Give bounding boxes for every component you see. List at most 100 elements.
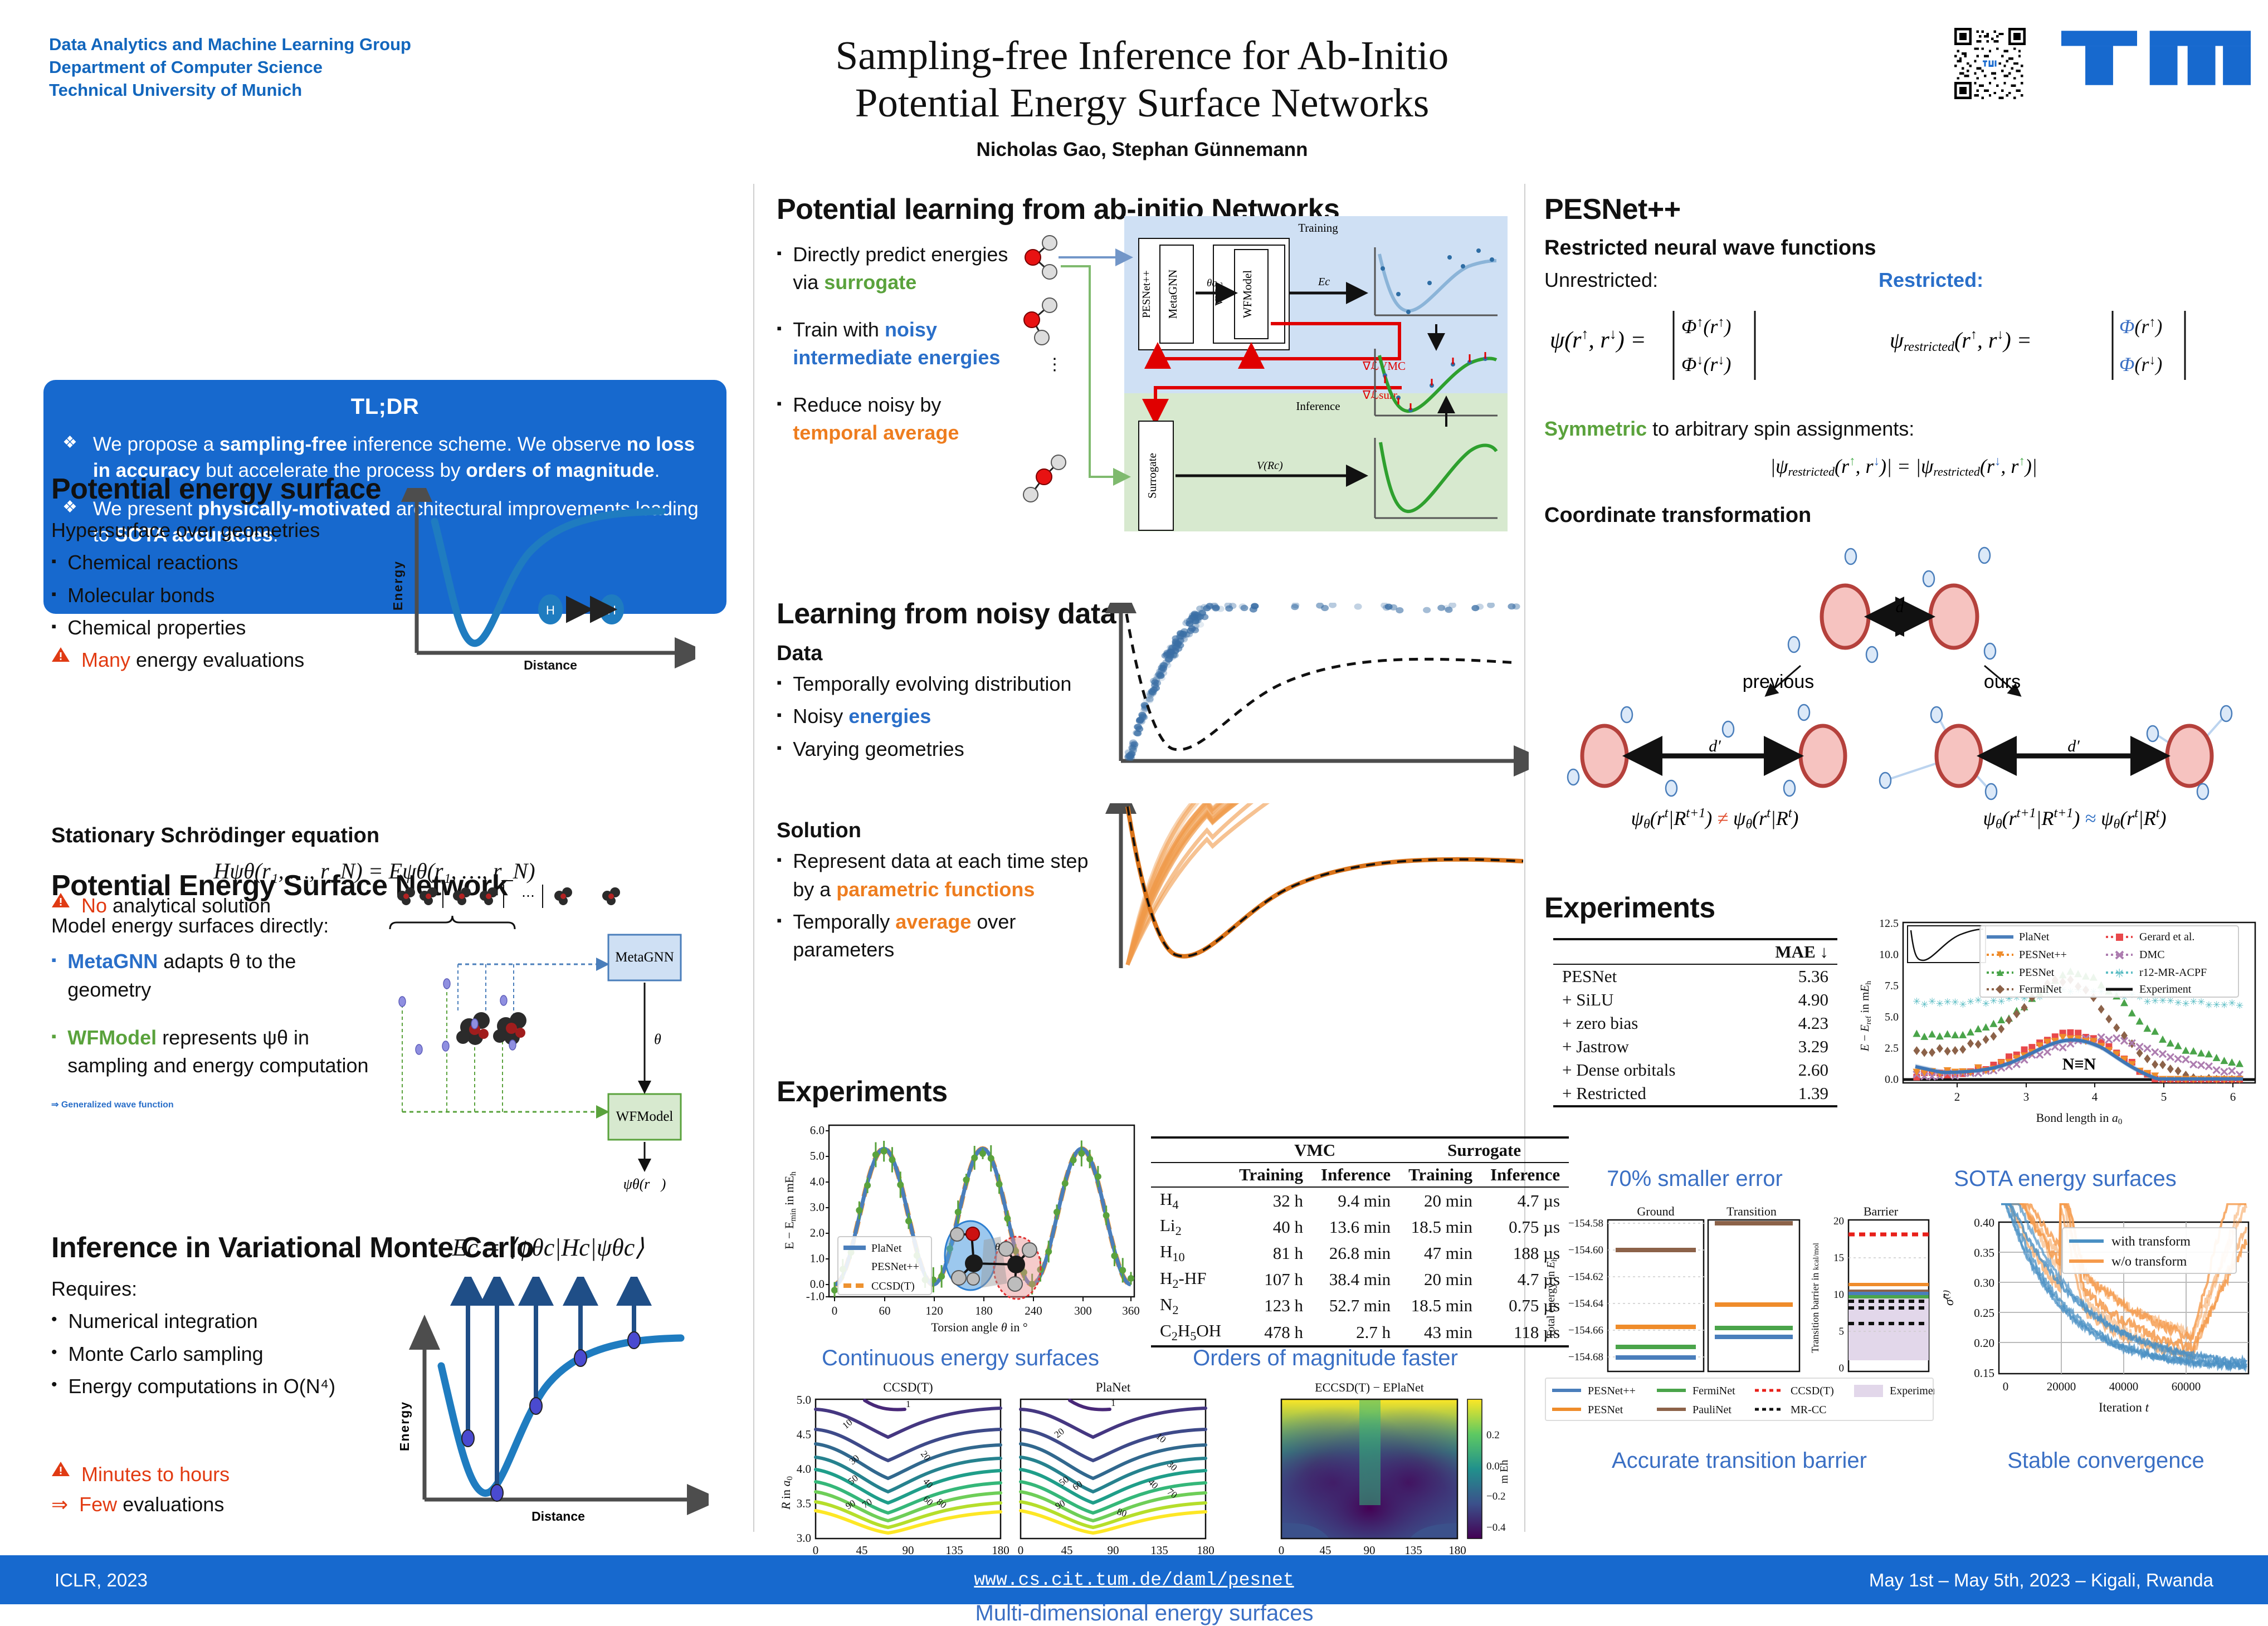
timing-sur-train: 47 min [1423, 1243, 1472, 1263]
affiliation-line-1: Data Analytics and Machine Learning Grou… [49, 35, 411, 54]
table-row: + SiLU 4.90 [1553, 988, 1837, 1012]
svg-text:-1.0: -1.0 [806, 1290, 825, 1303]
svg-text:0.2: 0.2 [1486, 1429, 1500, 1441]
timing-table: VMC Surrogate Training Inference Trainin… [1151, 1136, 1569, 1348]
svg-text:0.0: 0.0 [1486, 1461, 1500, 1472]
svg-text:✳: ✳ [2236, 1000, 2243, 1011]
molecule-inset: θ [944, 1220, 1042, 1300]
svg-text:90: 90 [903, 1544, 914, 1557]
svg-text:✳: ✳ [2189, 997, 2197, 1007]
svg-text:DMC: DMC [2139, 949, 2165, 961]
svg-text:✳: ✳ [1982, 999, 1990, 1009]
mae-model-name: PESNet [1553, 964, 1737, 988]
svg-text:0.15: 0.15 [1974, 1366, 1994, 1380]
svg-text:✳: ✳ [1989, 996, 1997, 1007]
footer-dates: May 1st – May 5th, 2023 – Kigali, Rwanda [1869, 1570, 2213, 1590]
page-title: Sampling-free Inference for Ab-Initio Po… [696, 32, 1588, 126]
svg-text:✳: ✳ [1920, 999, 1928, 1010]
symmetry-equation: |ψrestricted(r↑, r↓)| = |ψrestricted(r↓,… [1770, 454, 2037, 478]
contour-panel-diff: ECCSD(T) − EPlaNet 0.2 0.0 −0.2 −0.4 m Eh [1280, 1380, 1510, 1540]
svg-text:⋮: ⋮ [1046, 355, 1063, 374]
pes-warning-text: Many energy evaluations [81, 648, 305, 672]
svg-text:Φ(r↓): Φ(r↓) [2119, 353, 2162, 375]
pes-chart-xlabel: Distance [524, 658, 577, 672]
vmc-chart: Energy Distance [397, 1277, 709, 1524]
timing-vmc-inference: 52.7 min [1329, 1296, 1391, 1316]
atom-label: H [607, 603, 616, 617]
svg-text:✳: ✳ [2205, 1000, 2213, 1010]
svg-text:✳: ✳ [1974, 995, 1982, 1006]
pesnetwork-bullet-wfmodel: ▪ WFModel represents ψθ in sampling and … [51, 1026, 369, 1077]
solution-bullet-2: ▪ Temporally average over parameters [777, 910, 1016, 961]
mae-model-name: + zero bias [1562, 1013, 1638, 1033]
metagnn-label: MetaGNN [1166, 270, 1179, 319]
timing-sur-train: 20 min [1423, 1269, 1472, 1290]
svg-text:6.0: 6.0 [810, 1124, 825, 1137]
svg-text:15: 15 [1833, 1252, 1844, 1264]
wfmodel-label: WFModel [1241, 270, 1254, 318]
potlearn-bullet-2: ▪ Train with noisy intermediate energies [777, 318, 1001, 369]
n2-legend: PlaNet PESNet++ PESNet FermiNet Gerard e… [1979, 925, 2239, 998]
mae-header: MAE ↓ [1737, 938, 1837, 964]
section-title-pes: Potential energy surface [51, 473, 382, 505]
svg-text:PESNet++: PESNet++ [2019, 949, 2067, 961]
svg-text:−154.68: −154.68 [1568, 1351, 1603, 1363]
svg-text:d′: d′ [2067, 737, 2080, 755]
noisy-solution-heading: Solution [777, 819, 861, 843]
vmc-bullet: • Monte Carlo sampling [51, 1342, 264, 1365]
caption-orders: Orders of magnitude faster [1193, 1346, 1458, 1370]
pesnetwork-bullet-metagnn: ▪ MetaGNN adapts θ to the geometry [51, 950, 296, 1001]
svg-text:−154.66: −154.66 [1568, 1325, 1603, 1336]
svg-text:R in a0: R in a0 [779, 1476, 794, 1510]
svg-text:✳: ✳ [2143, 997, 2151, 1007]
svg-text:0.0: 0.0 [810, 1277, 825, 1291]
warning-triangle-icon [51, 892, 70, 920]
svg-text:−0.2: −0.2 [1486, 1491, 1505, 1502]
svg-text:0: 0 [832, 1304, 838, 1317]
svg-text:✳: ✳ [1951, 997, 1959, 1008]
svg-text:45: 45 [856, 1544, 868, 1557]
svg-text:Iteration t: Iteration t [2099, 1400, 2149, 1414]
svg-text:240: 240 [1025, 1304, 1042, 1317]
svg-text:45: 45 [1320, 1544, 1331, 1557]
section-coordinate-transformation: Coordinate transformation d previous [1544, 504, 2263, 834]
svg-text:PESNet: PESNet [1588, 1404, 1623, 1416]
svg-text:7.5: 7.5 [1885, 980, 1899, 992]
theta-c-label: θc [1207, 277, 1217, 289]
svg-text:Transition barrier in kcal/mol: Transition barrier in kcal/mol [1809, 1243, 1821, 1353]
n2-dissociation-chart: E − Eref in mEh 12.510.07.55.02.50.0 ✳ ✳ ✳… [1858, 917, 2256, 1126]
svg-text:✳: ✳ [2213, 999, 2221, 1010]
training-inference-diagram: Training Inference ⋮ PESNet++ MetaGNN [1023, 216, 1508, 531]
mae-table-wrap: MAE ↓ PESNet 5.36 + SiLU 4.90 + zero bias 4.2… [1553, 938, 1837, 1107]
timing-group-vmc: VMC [1230, 1136, 1400, 1163]
caption-multidim: Multi-dimensional energy surfaces [975, 1601, 1314, 1625]
svg-text:60: 60 [879, 1304, 891, 1317]
qr-code-icon[interactable] [1954, 28, 2026, 99]
panel-barrier-title: Barrier [1864, 1204, 1899, 1218]
warning-triangle-icon [51, 646, 70, 674]
svg-text:✳: ✳ [1967, 997, 1974, 1007]
vmc-lead: Requires: [51, 1277, 138, 1300]
contour-title-ccsd: CCSD(T) [883, 1380, 933, 1394]
svg-text:180: 180 [975, 1304, 993, 1317]
svg-text:✳: ✳ [2220, 1000, 2228, 1010]
svg-text:4.0: 4.0 [797, 1462, 811, 1476]
svg-text:PauliNet: PauliNet [1693, 1404, 1732, 1416]
mae-value: 2.60 [1798, 1060, 1828, 1080]
footer-url[interactable]: www.cs.cit.tum.de/daml/pesnet [974, 1570, 1294, 1590]
molecule-previous: d′ [1567, 704, 1847, 797]
coord-eq-right: ψθ(rt+1|Rt+1) ≈ ψθ(rt|Rt) [1983, 806, 2167, 832]
timing-sur-inference: 188 µs [1513, 1243, 1560, 1263]
surrogate-label: Surrogate [1145, 453, 1159, 499]
mae-value: 5.36 [1737, 964, 1837, 988]
svg-text:5.0: 5.0 [810, 1149, 825, 1163]
svg-text:0: 0 [1839, 1363, 1845, 1374]
noisy-bullet: ▪ Temporally evolving distribution [777, 672, 1072, 695]
distance-dprime-label: d′ [1709, 737, 1721, 755]
timing-molecule: H10 [1160, 1242, 1185, 1264]
noisy-bullet: ▪ Varying geometries [777, 737, 964, 760]
svg-text:80: 80 [1116, 1506, 1128, 1519]
vmc-bullet: • Energy computations in O(N⁴) [51, 1374, 336, 1398]
timing-table-wrap: VMC Surrogate Training Inference Trainin… [1151, 1136, 1569, 1348]
